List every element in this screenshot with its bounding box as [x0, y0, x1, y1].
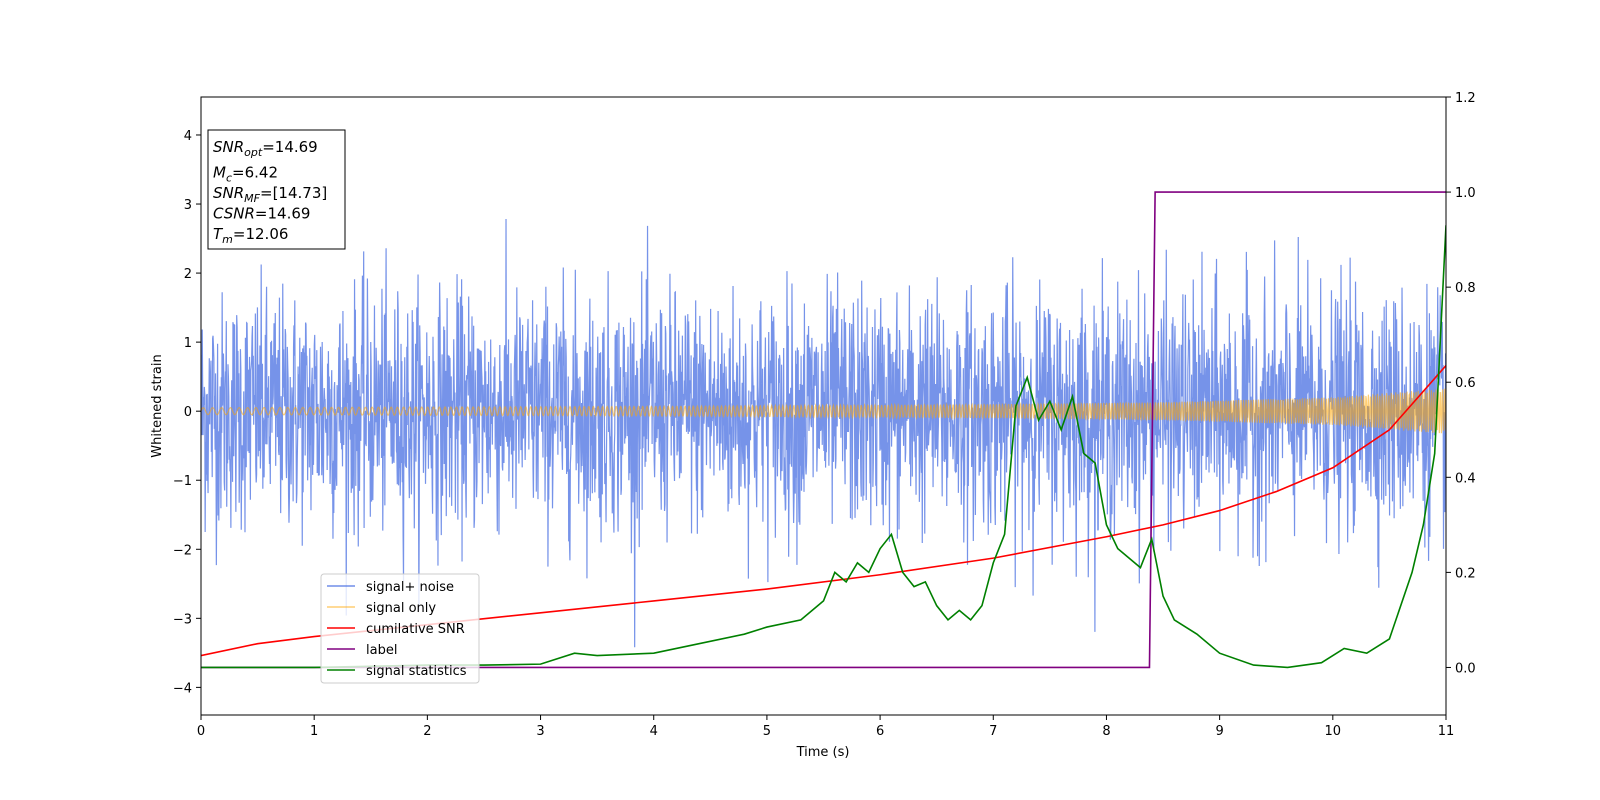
annotation-subscript: c — [226, 172, 232, 185]
y-tick-label: 2 — [184, 267, 192, 282]
annotation-value: =14.69 — [262, 138, 318, 156]
annotation-value: =6.42 — [232, 164, 278, 182]
x-axis: 0 1 2 3 4 5 6 7 8 9 10 11 — [197, 715, 1454, 739]
annotation-symbol: SNR — [213, 138, 244, 156]
y-tick-label: 4 — [184, 129, 192, 144]
y2-tick-label: 0.4 — [1455, 471, 1476, 486]
legend-entry: signal+ noise — [366, 580, 454, 595]
x-tick-label: 1 — [310, 724, 318, 739]
y-tick-label: −2 — [173, 543, 192, 558]
annotation-box: SNRopt=14.69Mc=6.42SNRMF=[14.73]CSNR=14.… — [207, 129, 346, 250]
x-axis-label: Time (s) — [796, 745, 850, 760]
y-tick-label: −4 — [173, 681, 192, 696]
annotation-symbol: M — [213, 164, 226, 182]
x-tick-label: 5 — [763, 724, 771, 739]
plot-frame — [200, 96, 1447, 716]
y2-tick-label: 0.0 — [1455, 661, 1476, 676]
annotation-line: Tm=12.06 — [213, 225, 288, 246]
legend-entry: signal statistics — [366, 664, 467, 679]
legend-entry: label — [366, 643, 397, 658]
y-tick-label: −1 — [173, 474, 192, 489]
x-tick-label: 8 — [1102, 724, 1110, 739]
x-tick-label: 7 — [989, 724, 997, 739]
legend: signal+ noise signal only cumilative SNR la… — [320, 573, 480, 684]
y-axis-left: −4 −3 −2 −1 0 1 2 3 4 — [173, 129, 201, 696]
x-tick-label: 3 — [536, 724, 544, 739]
annotation-symbol: CSNR — [213, 205, 255, 223]
y-tick-label: 1 — [184, 336, 192, 351]
annotation-symbol: T — [213, 225, 224, 243]
annotation-line: CSNR=14.69 — [213, 205, 310, 223]
y2-tick-label: 1.2 — [1455, 91, 1476, 106]
y2-tick-label: 0.2 — [1455, 566, 1476, 581]
x-tick-label: 6 — [876, 724, 884, 739]
annotation-line: Mc=6.42 — [213, 164, 278, 185]
y2-tick-label: 1.0 — [1455, 186, 1476, 201]
y-tick-label: 0 — [184, 405, 192, 420]
y2-tick-label: 0.6 — [1455, 376, 1476, 391]
y-axis-right: 0.0 0.2 0.4 0.6 0.8 1.0 1.2 — [1446, 91, 1476, 676]
legend-entry: signal only — [366, 601, 436, 616]
x-tick-label: 10 — [1325, 724, 1342, 739]
x-tick-label: 2 — [423, 724, 431, 739]
x-tick-label: 9 — [1215, 724, 1223, 739]
annotation-line: SNRopt=14.69 — [213, 138, 318, 159]
x-tick-label: 4 — [650, 724, 658, 739]
y2-tick-label: 0.8 — [1455, 281, 1476, 296]
legend-entry: cumilative SNR — [366, 622, 465, 637]
annotation-frame — [207, 129, 346, 250]
y-tick-label: −3 — [173, 612, 192, 627]
annotation-subscript: opt — [244, 146, 263, 159]
series-line-label — [201, 191, 1446, 669]
annotation-symbol: SNR — [213, 184, 244, 202]
x-tick-label: 0 — [197, 724, 205, 739]
legend-frame — [320, 573, 480, 684]
annotation-line: SNRMF=[14.73] — [213, 184, 327, 205]
annotation-value: =12.06 — [233, 225, 289, 243]
series-line-signal-only — [201, 388, 1446, 434]
annotation-subscript: m — [222, 233, 233, 246]
series-line-signal-statistics — [201, 225, 1446, 669]
y-tick-label: 3 — [184, 198, 192, 213]
x-tick-label: 11 — [1438, 724, 1455, 739]
annotation-value: =[14.73] — [260, 184, 327, 202]
annotation-subscript: MF — [244, 192, 260, 205]
annotation-value: =14.69 — [255, 205, 311, 223]
y-axis-label: Whitened strain — [150, 354, 165, 457]
